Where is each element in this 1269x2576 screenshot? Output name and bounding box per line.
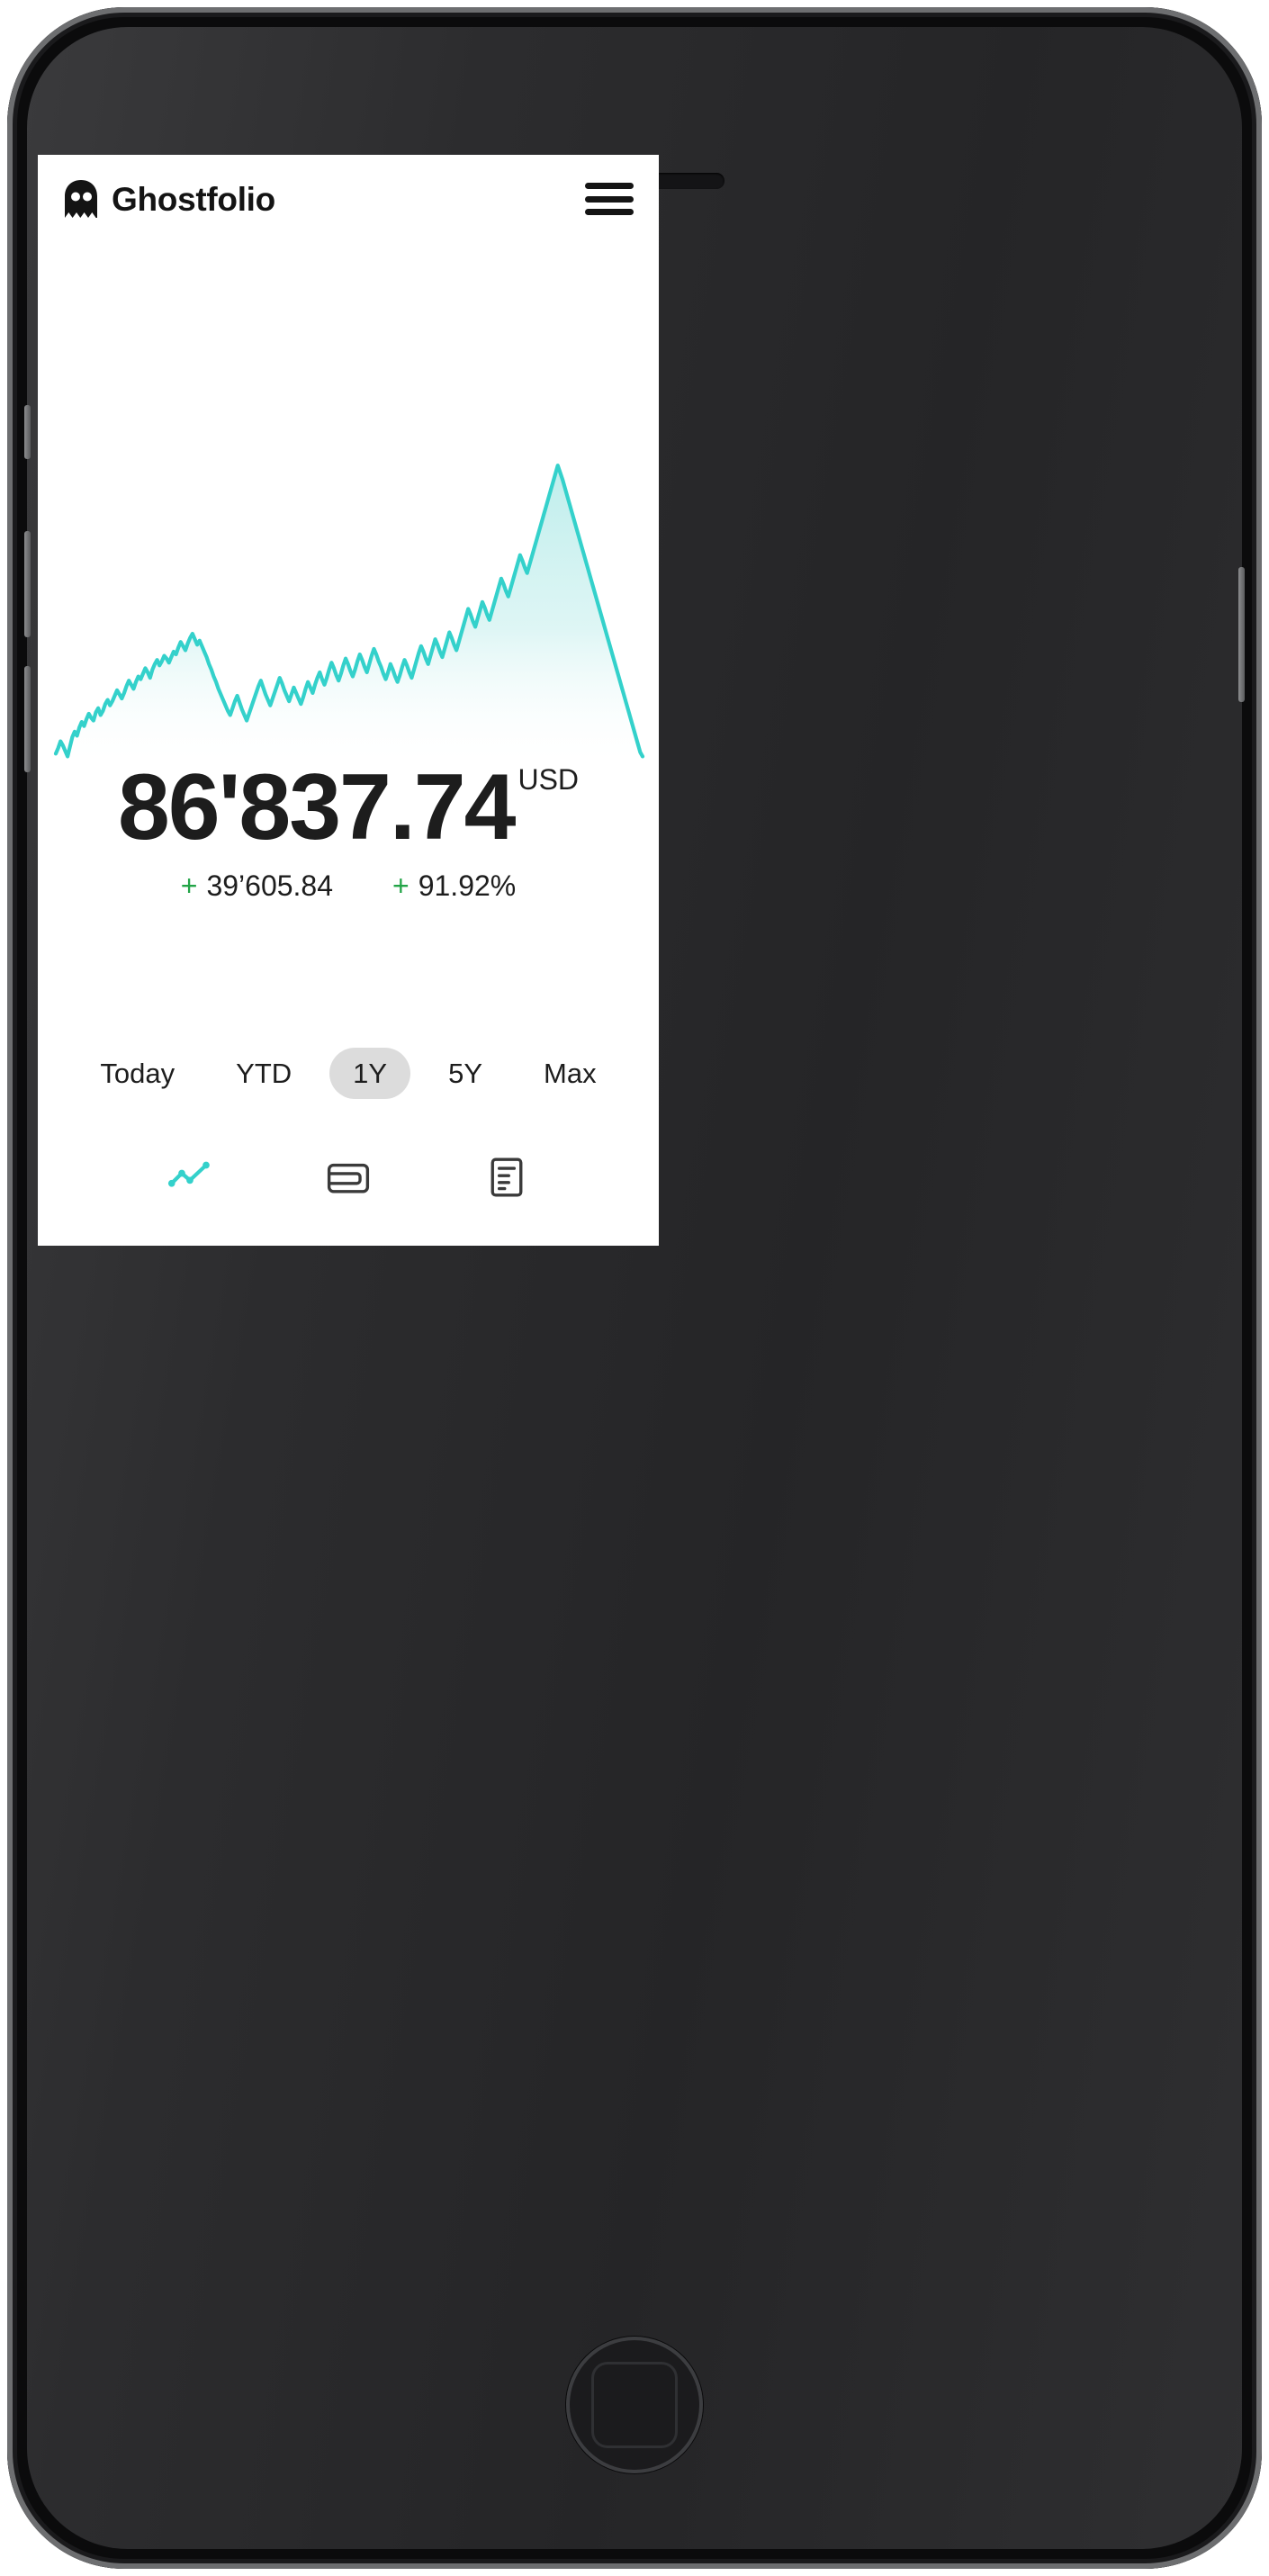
portfolio-performance-chart[interactable] (38, 452, 659, 762)
portfolio-value: 86'837.74 (117, 755, 517, 860)
chart-line-series (56, 465, 643, 756)
nav-item-wallet[interactable] (322, 1151, 374, 1203)
brand-logo-group[interactable]: Ghostfolio (63, 180, 275, 218)
percent-change-sign: + (392, 869, 410, 903)
chart-area-fill (56, 465, 643, 762)
absolute-change-sign: + (180, 869, 198, 903)
chart-series-group (56, 465, 643, 762)
range-tab-1y[interactable]: 1Y (329, 1048, 411, 1099)
value-row: 86'837.74 USD (118, 760, 579, 855)
range-tab-5y[interactable]: 5Y (448, 1058, 482, 1089)
ghost-icon (65, 180, 97, 218)
silent-switch[interactable] (24, 405, 31, 459)
phone-screen: Ghostfolio 86'837.74 USD (38, 155, 659, 1246)
brand-name: Ghostfolio (112, 180, 275, 218)
range-tab-max[interactable]: Max (544, 1058, 597, 1089)
app-header: Ghostfolio (38, 155, 659, 243)
portfolio-value-block: 86'837.74 USD + 39’605.84 + 91.92% (38, 760, 659, 903)
volume-up-button[interactable] (24, 531, 31, 637)
menu-line-3 (585, 209, 634, 215)
absolute-change-value: 39’605.84 (206, 869, 334, 903)
bottom-navigation (38, 1134, 659, 1220)
document-report-icon (490, 1157, 523, 1197)
absolute-change: + 39’605.84 (181, 869, 333, 903)
currency-label: USD (518, 763, 580, 796)
chart-svg (38, 452, 659, 762)
nav-item-reports[interactable] (481, 1151, 533, 1203)
hamburger-menu-icon[interactable] (585, 179, 634, 219)
power-button[interactable] (1238, 567, 1245, 702)
time-range-tabs: Today YTD 1Y 5Y Max (38, 1048, 659, 1099)
nav-item-analytics[interactable] (164, 1151, 216, 1203)
menu-line-2 (585, 195, 634, 203)
volume-down-button[interactable] (24, 666, 31, 772)
wallet-icon (327, 1163, 370, 1193)
home-button[interactable] (566, 2337, 703, 2473)
range-tab-ytd[interactable]: YTD (236, 1058, 292, 1089)
range-tab-today[interactable]: Today (100, 1058, 176, 1089)
menu-line-1 (585, 183, 634, 189)
portfolio-change-row: + 39’605.84 + 91.92% (38, 869, 659, 903)
percent-change-value: 91.92% (418, 869, 517, 903)
analytics-line-chart-icon (167, 1161, 210, 1187)
percent-change: + 91.92% (392, 869, 516, 903)
